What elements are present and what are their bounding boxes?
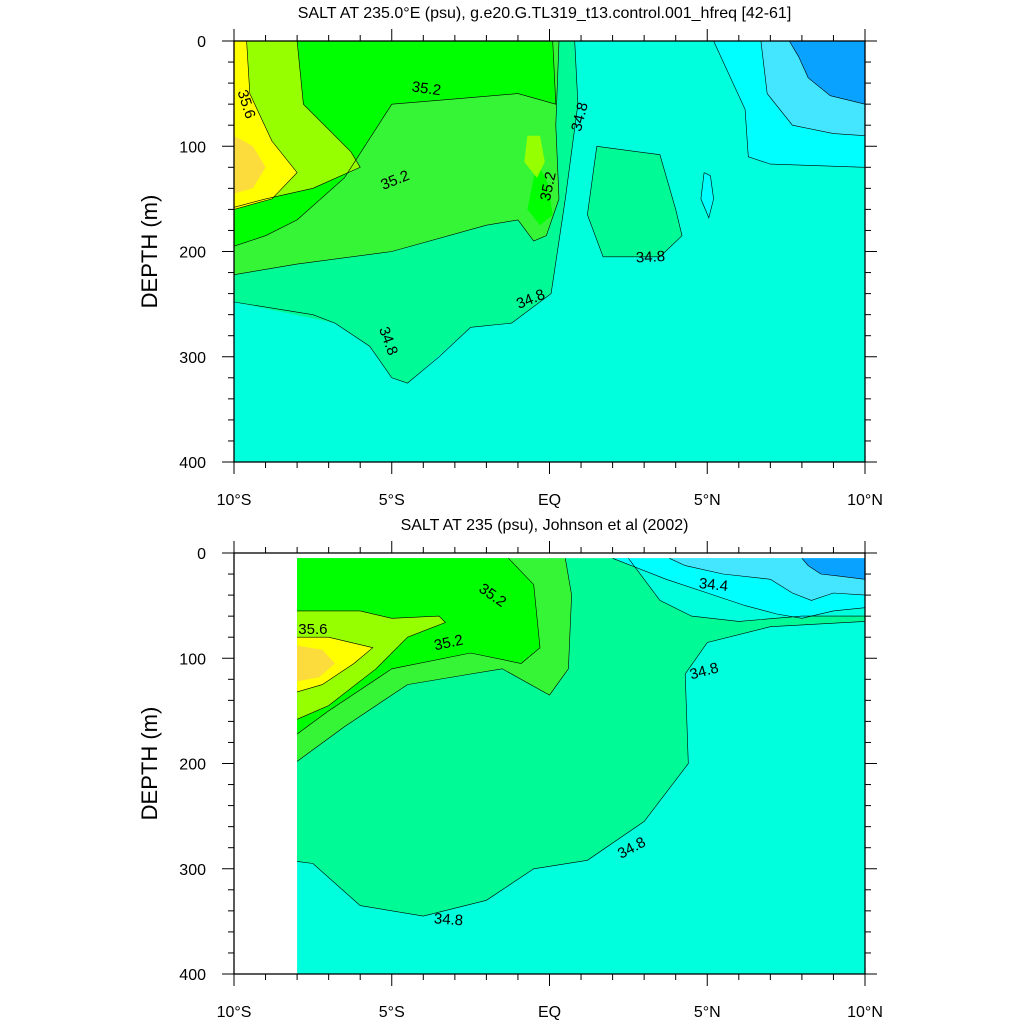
salinity-region-34-2: [801, 558, 865, 580]
contour-line: [801, 558, 865, 580]
contour-label: 34.4: [698, 575, 729, 595]
contour-label: 35.2: [537, 170, 560, 202]
salinity-region-35-4: [234, 41, 556, 247]
contour-label: 35.6: [298, 621, 327, 638]
contour-label: 34.8: [433, 910, 463, 929]
panel-title: SALT AT 235 (psu), Johnson et al (2002): [401, 517, 689, 534]
contour-line: [760, 41, 865, 136]
x-tick-label: 10°N: [847, 492, 883, 509]
x-tick-label: 5°N: [694, 492, 721, 509]
contour-line: [669, 558, 865, 601]
y-tick-label: 400: [179, 967, 206, 984]
x-tick-label: EQ: [538, 1004, 561, 1021]
y-tick-label: 300: [179, 350, 206, 367]
contour-line: [297, 636, 374, 693]
contour-line: [587, 146, 683, 258]
contour-line: [296, 558, 541, 735]
x-tick-label: EQ: [538, 492, 561, 509]
contour-lines: [296, 558, 865, 917]
contour-line: [296, 610, 446, 720]
y-tick-label: 100: [179, 651, 206, 668]
observed-salinity-panel: 0 100 200 300 400 10°S 5°S EQ 5°N 10°N SALT AT 235…: [137, 517, 883, 1021]
contour-line: [234, 41, 557, 247]
salinity-region-34-2: [839, 41, 865, 89]
salinity-region-35-4: [297, 558, 540, 734]
y-tick-label: 0: [197, 546, 206, 563]
contour-line: [234, 41, 560, 275]
x-tick-label: 5°S: [379, 492, 405, 509]
y-tick-label: 0: [197, 34, 206, 51]
contour-lines: [234, 41, 865, 384]
x-tick-label: 5°N: [694, 1004, 721, 1021]
x-tick-label: 10°N: [847, 1004, 883, 1021]
salinity-region-34-6: [700, 172, 714, 218]
contour-label: 34.8: [635, 248, 665, 267]
contour-label: 34.8: [688, 659, 721, 683]
contour-line: [234, 41, 361, 208]
contour-label: 34.8: [568, 101, 592, 133]
contour-fills: [297, 558, 865, 974]
y-tick-label: 300: [179, 862, 206, 879]
contour-line: [612, 558, 865, 619]
contour-line: [297, 621, 865, 917]
contour-line: [234, 41, 298, 210]
salinity-region-35-6: [297, 610, 446, 720]
salinity-region-35-4: [527, 162, 553, 226]
salinity-region-36-0: [234, 135, 266, 194]
y-tick-label: 200: [179, 757, 206, 774]
x-tick-label: 10°S: [217, 492, 252, 509]
contour-line: [789, 41, 865, 105]
contour-line: [700, 172, 714, 219]
contour-line: [234, 41, 579, 384]
x-tick-label: 5°S: [379, 1004, 405, 1021]
contour-line: [612, 41, 865, 168]
x-tick-label: 10°S: [217, 1004, 252, 1021]
y-tick-label: 100: [179, 139, 206, 156]
y-tick-label: 400: [179, 455, 206, 472]
y-axis-label: DEPTH (m): [137, 195, 162, 309]
y-tick-label: 200: [179, 245, 206, 262]
y-axis-label: DEPTH (m): [137, 707, 162, 821]
model-salinity-panel: 0 100 200 300 400 10°S 5°S EQ 5°N 10°N SALT AT 235…: [137, 5, 883, 509]
contour-label: 35.2: [433, 632, 465, 655]
panel-title: SALT AT 235.0°E (psu), g.e20.G.TL319_t13…: [298, 5, 792, 22]
contour-fills: [234, 41, 865, 462]
salinity-region-35-0: [587, 146, 682, 257]
salinity-region-36-0: [297, 645, 335, 682]
contour-line: [296, 558, 572, 762]
salinity-region-35-6: [524, 135, 545, 178]
contour-label: 35.2: [411, 78, 442, 99]
